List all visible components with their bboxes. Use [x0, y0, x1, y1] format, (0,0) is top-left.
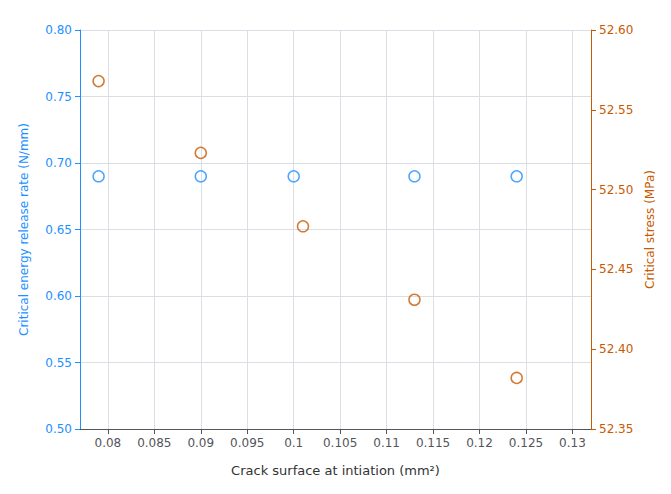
- svg-text:0.55: 0.55: [45, 356, 72, 370]
- svg-text:Crack surface at intiation (mm: Crack surface at intiation (mm²): [231, 463, 440, 478]
- svg-text:0.1: 0.1: [284, 436, 303, 450]
- svg-text:0.11: 0.11: [373, 436, 400, 450]
- svg-text:0.12: 0.12: [466, 436, 493, 450]
- svg-text:0.125: 0.125: [509, 436, 543, 450]
- svg-text:Critical stress (MPa): Critical stress (MPa): [643, 170, 657, 289]
- svg-text:0.60: 0.60: [45, 289, 72, 303]
- svg-text:0.70: 0.70: [45, 156, 72, 170]
- svg-text:52.60: 52.60: [599, 23, 633, 37]
- svg-text:0.80: 0.80: [45, 23, 72, 37]
- svg-text:52.35: 52.35: [599, 422, 633, 436]
- svg-text:0.08: 0.08: [95, 436, 122, 450]
- svg-text:0.095: 0.095: [230, 436, 264, 450]
- svg-text:52.45: 52.45: [599, 262, 633, 276]
- svg-text:0.105: 0.105: [323, 436, 357, 450]
- svg-text:0.13: 0.13: [559, 436, 586, 450]
- svg-text:0.09: 0.09: [187, 436, 214, 450]
- svg-text:0.65: 0.65: [45, 223, 72, 237]
- svg-text:0.085: 0.085: [137, 436, 171, 450]
- svg-text:52.55: 52.55: [599, 103, 633, 117]
- svg-text:0.50: 0.50: [45, 422, 72, 436]
- svg-text:52.40: 52.40: [599, 342, 633, 356]
- svg-text:0.115: 0.115: [416, 436, 450, 450]
- svg-text:Critical energy release rate (: Critical energy release rate (N/mm): [17, 123, 31, 336]
- svg-text:52.50: 52.50: [599, 183, 633, 197]
- svg-text:0.75: 0.75: [45, 90, 72, 104]
